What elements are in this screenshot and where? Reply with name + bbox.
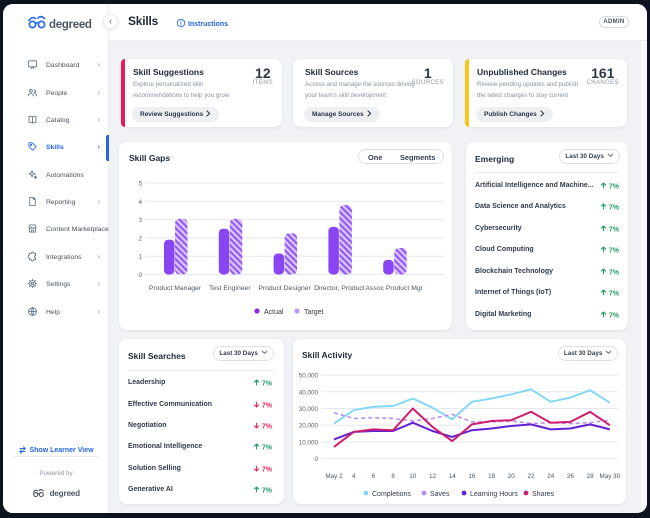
svg-text:Product Manager: Product Manager	[149, 285, 202, 292]
svg-text:1: 1	[138, 254, 142, 261]
svg-text:Director, Product: Director, Product	[314, 285, 365, 292]
svg-text:3: 3	[138, 217, 142, 224]
svg-text:22: 22	[527, 473, 535, 480]
svg-text:Assoc Product Mgr: Assoc Product Mgr	[365, 285, 423, 292]
svg-text:20: 20	[508, 473, 516, 480]
svg-text:28: 28	[587, 473, 595, 480]
svg-text:6: 6	[372, 473, 376, 480]
svg-text:Test Engineer: Test Engineer	[209, 285, 251, 292]
svg-text:Actual: Actual	[264, 309, 284, 316]
svg-text:10: 10	[409, 473, 417, 480]
svg-text:Shares: Shares	[532, 491, 555, 498]
svg-text:40,000: 40,000	[299, 389, 319, 396]
svg-text:12: 12	[429, 473, 437, 480]
svg-text:24: 24	[547, 473, 555, 480]
svg-text:Product Designer: Product Designer	[258, 285, 311, 292]
svg-text:0: 0	[314, 456, 318, 463]
svg-text:Learning Hours: Learning Hours	[470, 491, 518, 498]
svg-text:4: 4	[352, 473, 356, 480]
svg-text:30,000: 30,000	[299, 406, 319, 413]
svg-text:10,000: 10,000	[299, 439, 319, 446]
svg-text:18: 18	[488, 473, 496, 480]
svg-text:50,000: 50,000	[299, 373, 319, 380]
svg-text:14: 14	[449, 473, 457, 480]
svg-text:20,000: 20,000	[299, 423, 319, 430]
svg-text:16: 16	[468, 473, 476, 480]
svg-text:2: 2	[138, 235, 142, 242]
svg-text:0: 0	[138, 272, 142, 279]
svg-text:8: 8	[391, 473, 395, 480]
svg-text:5: 5	[138, 181, 142, 188]
svg-text:Saves: Saves	[430, 491, 450, 498]
svg-text:26: 26	[567, 473, 575, 480]
svg-text:Completions: Completions	[372, 491, 411, 498]
svg-text:4: 4	[138, 199, 142, 206]
svg-text:May 30: May 30	[599, 473, 620, 480]
svg-text:May 2: May 2	[325, 473, 343, 480]
svg-text:Target: Target	[304, 309, 324, 316]
